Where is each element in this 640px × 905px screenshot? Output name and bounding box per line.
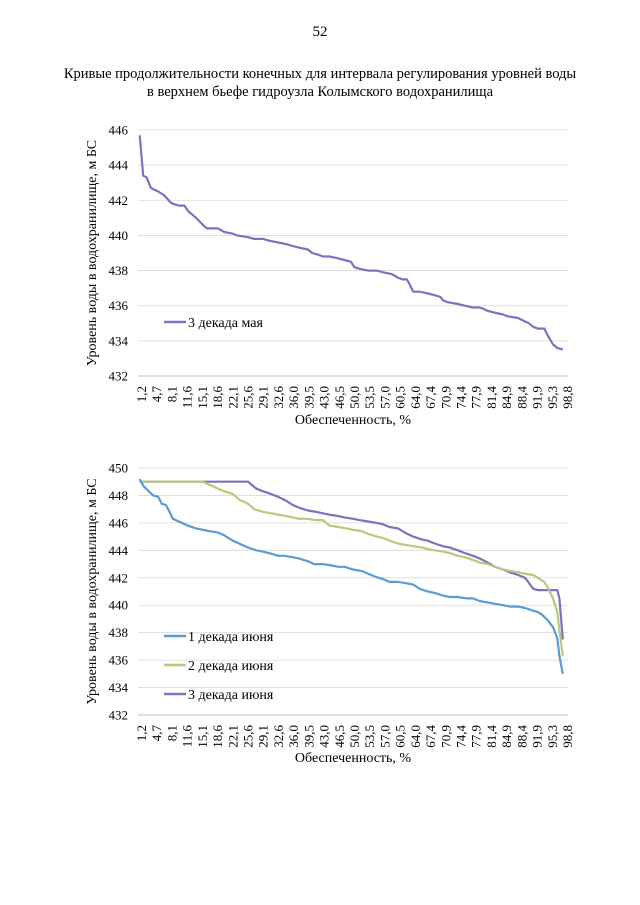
x-tick-label: 50,0 <box>347 386 362 409</box>
x-tick-label: 81,4 <box>484 725 499 748</box>
x-tick-label: 32,6 <box>271 386 286 409</box>
x-tick-label: 1,2 <box>134 725 149 741</box>
x-tick-label: 11,6 <box>180 725 195 748</box>
x-tick-label: 18,6 <box>210 386 225 409</box>
y-tick-label: 434 <box>109 333 129 348</box>
y-tick-label: 434 <box>109 680 129 695</box>
x-tick-label: 25,6 <box>241 725 256 748</box>
x-tick-label: 77,9 <box>469 725 484 748</box>
x-tick-label: 18,6 <box>210 725 225 748</box>
x-tick-label: 91,9 <box>530 386 545 409</box>
y-tick-label: 432 <box>109 708 129 723</box>
legend-label: 3 декада июня <box>188 688 274 703</box>
x-tick-label: 8,1 <box>164 725 179 741</box>
x-axis-label: Обеспеченность, % <box>295 751 411 766</box>
series-line-1 <box>138 135 564 351</box>
y-tick-label: 444 <box>109 543 129 558</box>
x-tick-label: 4,7 <box>149 725 164 742</box>
y-tick-label: 450 <box>109 461 129 476</box>
x-tick-label: 60,5 <box>393 386 408 409</box>
x-tick-label: 11,6 <box>180 386 195 409</box>
x-tick-label: 53,5 <box>362 386 377 409</box>
x-tick-label: 84,9 <box>499 725 514 748</box>
x-tick-label: 22,1 <box>225 725 240 748</box>
figure-title-line-2: в верхнем бьефе гидроузла Колымского вод… <box>146 84 494 100</box>
x-tick-label: 57,0 <box>377 725 392 748</box>
x-tick-label: 29,1 <box>256 725 271 748</box>
x-tick-label: 95,3 <box>545 725 560 748</box>
series-line-3 <box>139 480 564 640</box>
y-tick-label: 436 <box>109 298 129 313</box>
y-axis-label: Уровень воды в водохранилище, м БС <box>85 140 100 366</box>
x-tick-label: 43,0 <box>317 386 332 409</box>
x-tick-label: 39,5 <box>301 725 316 748</box>
y-tick-label: 438 <box>109 625 129 640</box>
y-tick-label: 446 <box>109 123 129 138</box>
x-tick-label: 88,4 <box>514 725 529 748</box>
x-tick-label: 74,4 <box>454 725 469 748</box>
x-tick-label: 25,6 <box>241 386 256 409</box>
legend-label: 1 декада июня <box>188 630 274 645</box>
y-tick-label: 442 <box>109 193 129 208</box>
x-tick-label: 53,5 <box>362 725 377 748</box>
x-tick-label: 39,5 <box>301 386 316 409</box>
x-tick-label: 70,9 <box>438 386 453 409</box>
x-tick-label: 46,5 <box>332 725 347 748</box>
x-tick-label: 36,0 <box>286 725 301 748</box>
x-tick-label: 84,9 <box>499 386 514 409</box>
x-tick-label: 91,9 <box>530 725 545 748</box>
x-tick-label: 60,5 <box>393 725 408 748</box>
x-tick-label: 43,0 <box>317 725 332 748</box>
x-tick-label: 1,2 <box>134 386 149 402</box>
x-tick-label: 67,4 <box>423 386 438 409</box>
x-tick-label: 36,0 <box>286 386 301 409</box>
y-tick-label: 436 <box>109 653 129 668</box>
x-tick-label: 67,4 <box>423 725 438 748</box>
x-tick-label: 15,1 <box>195 725 210 748</box>
y-tick-label: 442 <box>109 570 129 585</box>
x-tick-label: 32,6 <box>271 725 286 748</box>
y-tick-label: 438 <box>109 263 129 278</box>
y-tick-label: 446 <box>109 515 129 530</box>
x-tick-label: 98,8 <box>560 725 575 748</box>
x-tick-label: 81,4 <box>484 386 499 409</box>
x-tick-label: 95,3 <box>545 386 560 409</box>
y-tick-label: 432 <box>109 369 129 384</box>
series-line-2 <box>139 480 564 657</box>
x-tick-label: 57,0 <box>377 386 392 409</box>
x-tick-label: 46,5 <box>332 386 347 409</box>
x-tick-label: 70,9 <box>438 725 453 748</box>
y-tick-label: 448 <box>109 488 129 503</box>
x-tick-label: 64,0 <box>408 725 423 748</box>
x-tick-label: 64,0 <box>408 386 423 409</box>
x-tick-label: 4,7 <box>149 386 164 403</box>
x-tick-label: 15,1 <box>195 386 210 409</box>
x-tick-label: 98,8 <box>560 386 575 409</box>
y-tick-label: 440 <box>109 598 129 613</box>
page-number: 52 <box>312 24 328 40</box>
x-tick-label: 88,4 <box>514 386 529 409</box>
figure-title-line-1: Кривые продолжительности конечных для ин… <box>63 66 577 82</box>
legend-label: 3 декада мая <box>188 316 263 331</box>
y-tick-label: 444 <box>109 158 129 173</box>
y-axis-label: Уровень воды в водохранилище, м БС <box>85 478 100 704</box>
legend-label: 2 декада июня <box>188 659 274 674</box>
x-tick-label: 77,9 <box>469 386 484 409</box>
x-tick-label: 8,1 <box>164 386 179 402</box>
series-line-1 <box>138 478 564 675</box>
x-tick-label: 74,4 <box>454 386 469 409</box>
chart-1: 432 434 436 438 440 442 444 446 1,2 4,7 8,1 11,6 15,… <box>85 123 575 429</box>
x-tick-label: 50,0 <box>347 725 362 748</box>
y-tick-label: 440 <box>109 228 129 243</box>
x-tick-label: 29,1 <box>256 386 271 409</box>
x-axis-label: Обеспеченность, % <box>295 413 411 428</box>
x-tick-label: 22,1 <box>225 386 240 409</box>
